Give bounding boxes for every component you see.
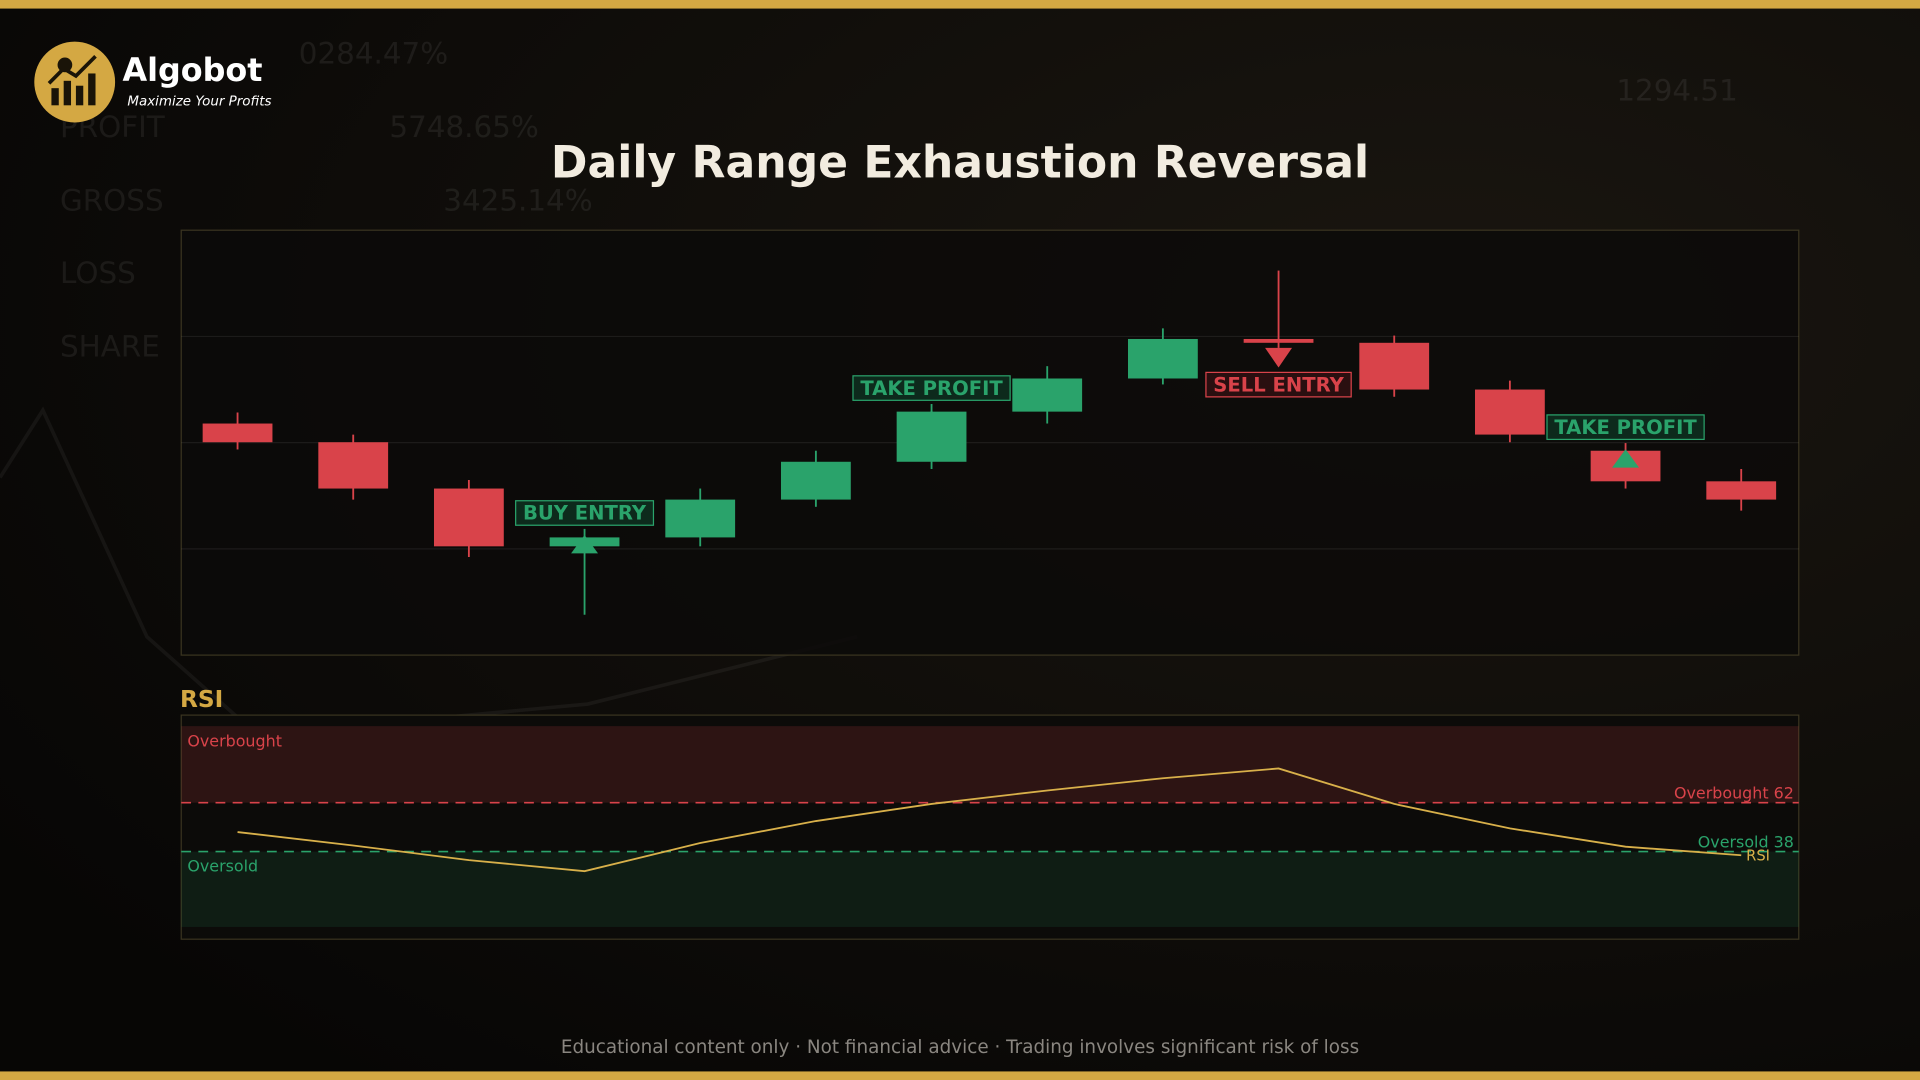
signal-arrow — [918, 410, 946, 429]
background-stat: SHARE — [60, 329, 160, 363]
logo-icon — [63, 80, 72, 106]
background-stat: 5748.65% — [389, 110, 538, 144]
signal-box — [852, 375, 1011, 401]
logo-icon — [57, 57, 73, 73]
background-stat: LOSS — [60, 256, 136, 290]
bottom-bar — [0, 1071, 1920, 1080]
zone-label: Oversold — [187, 856, 258, 875]
candle-body — [780, 461, 851, 500]
signal-arrow — [1265, 347, 1293, 368]
candle-body — [1012, 378, 1083, 412]
signal-box — [1546, 414, 1705, 441]
background-stat: 3425.14% — [443, 184, 592, 218]
candle-body — [1243, 338, 1314, 343]
oversold-zone — [181, 851, 1799, 927]
logo-icon — [51, 88, 59, 106]
footer: Educational content only · Not financial… — [561, 1037, 1359, 1058]
candle-body — [665, 499, 736, 538]
candle-body — [1706, 481, 1777, 500]
background-stats: 0284.47%PROFIT 5748.65%GROSS 3425.14%LOSSS… — [60, 37, 1738, 364]
background-stat: GROSS — [60, 184, 164, 218]
signal-box — [515, 500, 655, 526]
threshold-label: Oversold 38 — [1698, 833, 1794, 852]
logo-icon — [47, 55, 97, 85]
top-bar — [0, 0, 1920, 9]
signal-label: TAKE PROFIT — [860, 377, 1003, 400]
background-stat: 0284.47% — [299, 37, 448, 71]
rsi-line — [237, 767, 1742, 873]
background-stat: 1294.51 — [1616, 73, 1737, 107]
series-label: RSI — [1746, 847, 1770, 864]
logo-icon — [88, 73, 96, 106]
rsi-title: RSI — [180, 686, 223, 713]
logo-badge — [34, 41, 116, 123]
candle-body — [202, 423, 273, 443]
chart-title: Daily Range Exhaustion Reversal — [551, 137, 1369, 188]
zone-label: Overbought — [187, 732, 282, 751]
signal-label: BUY ENTRY — [523, 502, 647, 525]
candle-body — [1127, 338, 1198, 379]
price-panel — [180, 229, 1800, 656]
candle-body — [1359, 342, 1430, 390]
chart-layer: BUY ENTRY TAKE PROFIT SELL ENTRY TAKE PROFI… — [181, 270, 1799, 927]
signal-box — [1205, 371, 1352, 398]
candle-body — [318, 442, 389, 489]
tagline: Maximize Your Profits — [127, 95, 271, 110]
logo: Algobot Maximize Your Profits — [34, 41, 272, 123]
logo-icon — [75, 85, 84, 106]
background-decor — [0, 406, 858, 737]
candle-body — [433, 488, 504, 547]
signal-arrow — [571, 535, 599, 554]
rsi-panel — [180, 714, 1800, 940]
threshold-label: Overbought 62 — [1674, 784, 1794, 803]
signal-label: TAKE PROFIT — [1554, 416, 1697, 439]
brand: Algobot — [122, 51, 262, 89]
overbought-zone — [181, 726, 1799, 803]
candle-body — [1474, 389, 1545, 435]
signal-arrow — [1612, 449, 1640, 468]
signal-label: SELL ENTRY — [1213, 373, 1344, 396]
